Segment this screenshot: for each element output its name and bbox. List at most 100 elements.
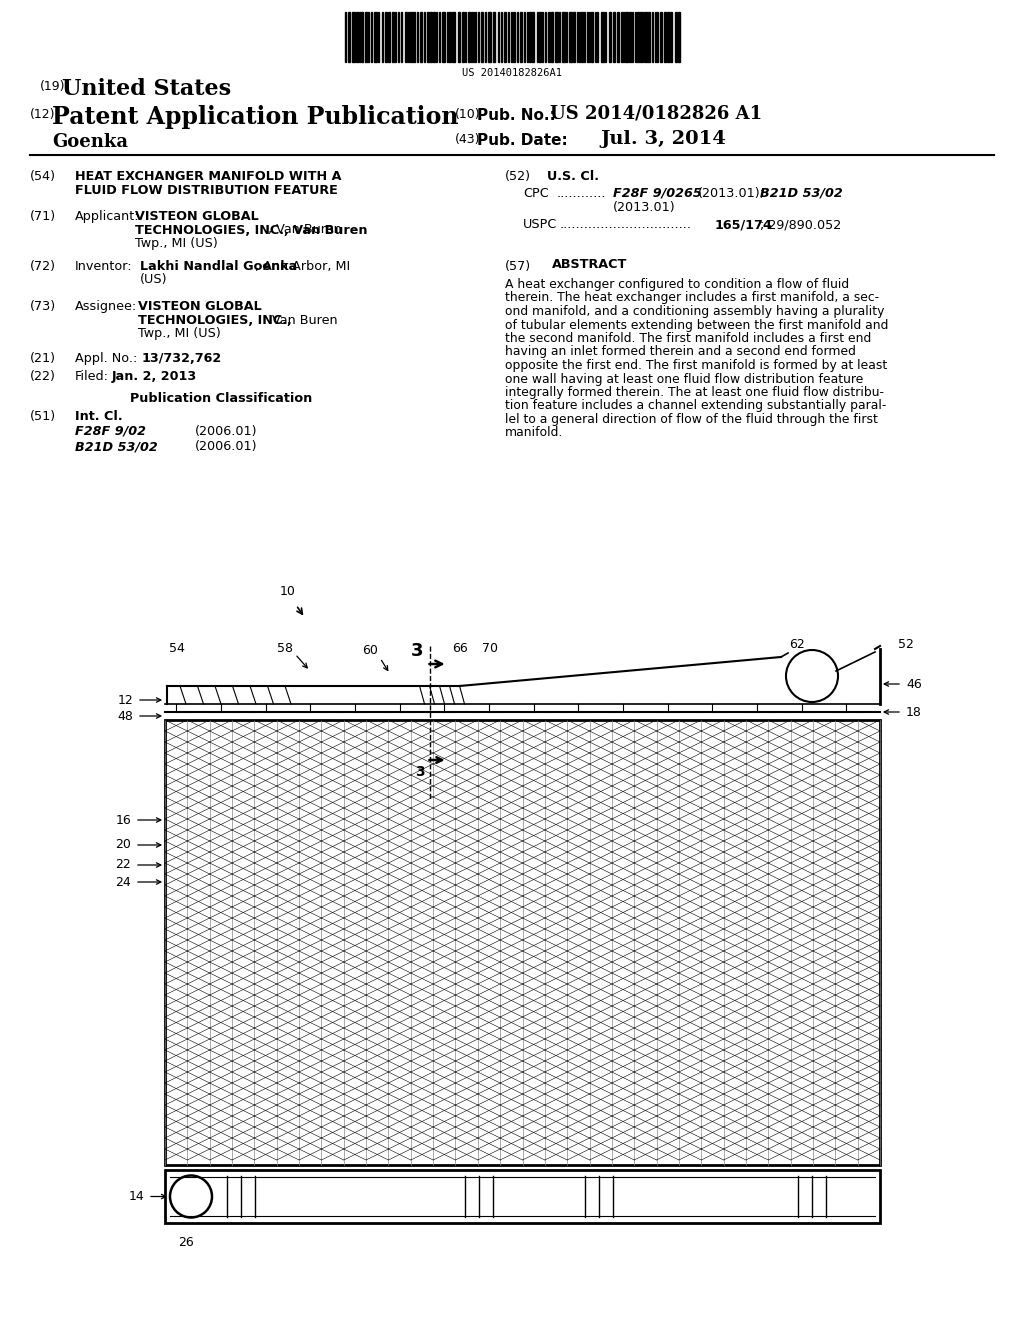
Bar xyxy=(165,1170,880,1224)
Text: 10: 10 xyxy=(280,585,296,598)
Bar xyxy=(438,12,440,62)
Text: (52): (52) xyxy=(505,170,531,183)
Text: ABSTRACT: ABSTRACT xyxy=(552,257,628,271)
Bar xyxy=(504,12,506,62)
Bar xyxy=(617,12,618,62)
Text: 16: 16 xyxy=(116,813,131,826)
Bar xyxy=(572,12,574,62)
Bar xyxy=(529,12,530,62)
Bar xyxy=(433,12,434,62)
Text: TECHNOLOGIES, INC.,: TECHNOLOGIES, INC., xyxy=(138,314,292,326)
Text: (71): (71) xyxy=(30,210,56,223)
Bar xyxy=(532,12,534,62)
Text: (2006.01): (2006.01) xyxy=(195,425,257,438)
Bar xyxy=(449,12,451,62)
Bar xyxy=(664,12,666,62)
Bar xyxy=(410,12,412,62)
Bar xyxy=(667,12,669,62)
Bar xyxy=(384,12,387,62)
Text: ................................: ................................ xyxy=(560,218,692,231)
Text: 12: 12 xyxy=(118,693,133,706)
Text: Assignee:: Assignee: xyxy=(75,300,137,313)
Text: Twp., MI (US): Twp., MI (US) xyxy=(138,327,221,341)
Text: (22): (22) xyxy=(30,370,56,383)
Text: (2013.01): (2013.01) xyxy=(613,201,676,214)
Text: Inventor:: Inventor: xyxy=(75,260,133,273)
Bar xyxy=(391,12,393,62)
Bar xyxy=(637,12,639,62)
Text: of tubular elements extending between the first manifold and: of tubular elements extending between th… xyxy=(505,318,889,331)
Text: 20: 20 xyxy=(115,838,131,851)
Bar xyxy=(452,12,455,62)
Bar xyxy=(526,12,528,62)
Text: Applicant:: Applicant: xyxy=(75,210,139,223)
Text: Jul. 3, 2014: Jul. 3, 2014 xyxy=(600,129,726,148)
Text: FLUID FLOW DISTRIBUTION FEATURE: FLUID FLOW DISTRIBUTION FEATURE xyxy=(75,183,338,197)
Bar xyxy=(562,12,564,62)
Bar xyxy=(612,12,614,62)
Text: (51): (51) xyxy=(30,411,56,422)
Bar xyxy=(548,12,550,62)
Text: 14: 14 xyxy=(128,1191,144,1203)
Text: , Ann Arbor, MI: , Ann Arbor, MI xyxy=(255,260,350,273)
Bar xyxy=(477,12,479,62)
Bar xyxy=(488,12,490,62)
Text: A heat exchanger configured to condition a flow of fluid: A heat exchanger configured to condition… xyxy=(505,279,849,290)
Text: 52: 52 xyxy=(898,638,913,651)
Bar xyxy=(539,12,541,62)
Text: US 2014/0182826 A1: US 2014/0182826 A1 xyxy=(550,106,762,123)
Text: (43): (43) xyxy=(455,133,480,147)
Bar xyxy=(675,12,677,62)
Bar xyxy=(601,12,604,62)
Bar xyxy=(555,12,557,62)
Bar xyxy=(430,12,431,62)
Bar xyxy=(625,12,628,62)
Text: 13/732,762: 13/732,762 xyxy=(142,352,222,366)
Text: ............: ............ xyxy=(557,187,606,201)
Bar xyxy=(569,12,571,62)
Text: Goenka: Goenka xyxy=(52,133,128,150)
Bar xyxy=(404,12,407,62)
Text: F28F 9/02: F28F 9/02 xyxy=(75,425,146,438)
Text: 54: 54 xyxy=(169,642,185,655)
Text: therein. The heat exchanger includes a first manifold, a sec-: therein. The heat exchanger includes a f… xyxy=(505,292,880,305)
Bar xyxy=(520,12,522,62)
Text: 24: 24 xyxy=(116,875,131,888)
Bar xyxy=(597,12,598,62)
Bar xyxy=(632,12,633,62)
Bar xyxy=(591,12,593,62)
Text: 48: 48 xyxy=(117,710,133,722)
Text: manifold.: manifold. xyxy=(505,426,563,440)
Text: (19): (19) xyxy=(40,81,66,92)
Text: VISTEON GLOBAL: VISTEON GLOBAL xyxy=(138,300,262,313)
Bar xyxy=(400,12,402,62)
Text: (2013.01);: (2013.01); xyxy=(698,187,765,201)
Bar xyxy=(551,12,553,62)
Text: 26: 26 xyxy=(178,1237,194,1250)
Text: (2006.01): (2006.01) xyxy=(195,440,257,453)
Bar xyxy=(458,12,460,62)
Bar xyxy=(378,12,379,62)
Bar xyxy=(397,12,399,62)
Bar xyxy=(388,12,389,62)
Text: ; 29/890.052: ; 29/890.052 xyxy=(760,218,842,231)
Bar xyxy=(420,12,422,62)
Text: Int. Cl.: Int. Cl. xyxy=(75,411,123,422)
Text: lel to a general direction of flow of the fluid through the first: lel to a general direction of flow of th… xyxy=(505,413,878,426)
Text: VISTEON GLOBAL: VISTEON GLOBAL xyxy=(135,210,259,223)
Text: F28F 9/0265: F28F 9/0265 xyxy=(613,187,701,201)
Bar xyxy=(484,12,486,62)
Bar xyxy=(442,12,445,62)
Text: (57): (57) xyxy=(505,260,531,273)
Text: 60: 60 xyxy=(362,644,378,656)
Bar xyxy=(462,12,464,62)
Bar xyxy=(516,12,518,62)
Text: tion feature includes a channel extending substantially paral-: tion feature includes a channel extendin… xyxy=(505,400,887,412)
Bar xyxy=(645,12,646,62)
Text: Pub. Date:: Pub. Date: xyxy=(477,133,567,148)
Text: 22: 22 xyxy=(116,858,131,871)
Text: 70: 70 xyxy=(481,642,498,655)
Text: Pub. No.:: Pub. No.: xyxy=(477,108,556,123)
Text: HEAT EXCHANGER MANIFOLD WITH A: HEAT EXCHANGER MANIFOLD WITH A xyxy=(75,170,341,183)
Text: Lakhi Nandlal Goenka: Lakhi Nandlal Goenka xyxy=(140,260,297,273)
